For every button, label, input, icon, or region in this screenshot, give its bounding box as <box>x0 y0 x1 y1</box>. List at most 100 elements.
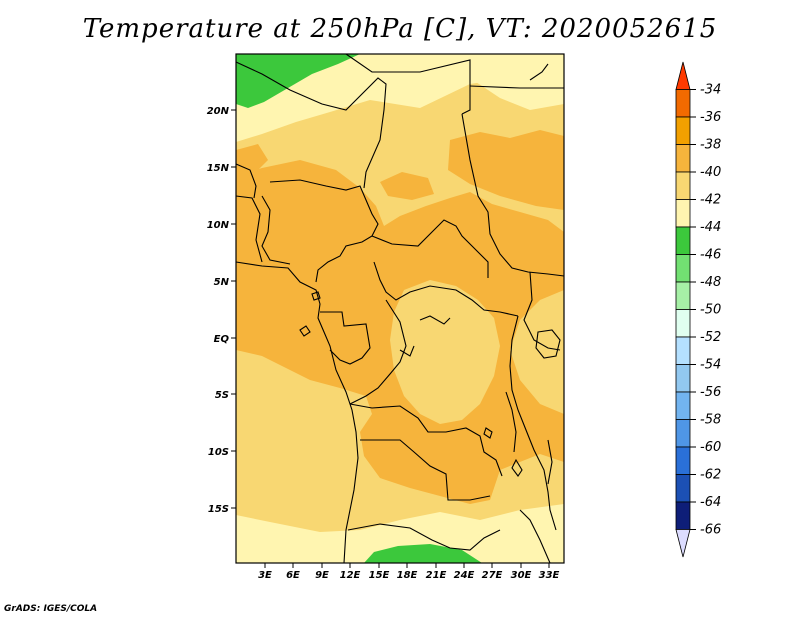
colorbar-label: -40 <box>700 165 721 180</box>
contour-minus44-northwest <box>236 54 360 108</box>
border-coastline-west <box>235 261 359 564</box>
lat-tick-10s: 10S <box>208 447 236 458</box>
colorbar-swatch-7 <box>675 254 691 283</box>
border-congo-river-1 <box>419 315 451 325</box>
lon-label-21e: 21E <box>426 570 447 581</box>
border-red-sea-coast <box>529 63 549 81</box>
colorbar-swatch-16 <box>675 501 691 530</box>
contour-minus38-nw-patch <box>236 144 268 178</box>
colorbar-label: -50 <box>700 303 721 318</box>
colorbar-label: -64 <box>700 495 721 510</box>
colorbar-label: -46 <box>700 248 721 263</box>
border-sahara-north <box>235 61 387 189</box>
contour-minus38-central-hole <box>390 280 500 424</box>
grads-credit: GrADS: IGES/COLA <box>4 604 98 614</box>
colorbar-swatch-6 <box>675 226 691 255</box>
colorbar-label: -54 <box>700 358 721 373</box>
map-frame <box>235 53 565 564</box>
lat-tick-15n: 15N <box>207 163 236 174</box>
lat-tick-5s: 5S <box>215 390 236 401</box>
colorbar-label: -36 <box>700 110 721 125</box>
lon-label-15e: 15E <box>369 570 390 581</box>
lon-label-12e: 12E <box>340 570 361 581</box>
lat-tick-15s: 15S <box>208 504 236 515</box>
lon-tick-9e: 9E <box>315 563 329 581</box>
colorbar-swatch-3 <box>675 144 691 173</box>
lon-label-6e: 6E <box>286 570 300 581</box>
colorbar-swatch-17 <box>675 529 691 558</box>
lon-tick-21e: 21E <box>426 563 447 581</box>
colorbar-swatch-14 <box>675 446 691 475</box>
lat-label-15n: 15N <box>207 163 230 174</box>
lat-label-10n: 10N <box>207 220 230 231</box>
lon-label-27e: 27E <box>482 570 503 581</box>
contour-minus38-east <box>448 130 564 210</box>
lon-tick-12e: 12E <box>340 563 361 581</box>
lat-tick-20n: 20N <box>207 106 236 117</box>
lon-tick-24e: 24E <box>454 563 475 581</box>
colorbar-label: -60 <box>700 440 721 455</box>
map-title: Temperature at 250hPa [C], VT: 202005261… <box>82 14 718 44</box>
border-west-1 <box>235 195 263 263</box>
colorbar-swatch-12 <box>675 391 691 420</box>
border-libya-chad <box>345 53 471 115</box>
latitude-axis: 20N 15N 10N 5N EQ 5S 10S 15S <box>207 106 236 515</box>
border-sudan-egypt <box>469 85 564 89</box>
colorbar-swatch-8 <box>675 281 691 310</box>
border-congo-river-2 <box>399 345 415 357</box>
lon-tick-3e: 3E <box>258 563 272 581</box>
border-congo-drc <box>349 299 407 405</box>
lat-label-5n: 5N <box>214 277 230 288</box>
border-great-lakes <box>509 315 557 531</box>
colorbar-swatch-13 <box>675 419 691 448</box>
lon-tick-30e: 30E <box>511 563 532 581</box>
lat-label-eq: EQ <box>214 334 230 345</box>
border-car-north <box>371 219 489 278</box>
colorbar-label: -62 <box>700 468 721 483</box>
country-borders <box>235 53 565 564</box>
colorbar: -34 -36 -38 -40 -42 -44 -46 -48 -50 -52 -54 -56 -58 -… <box>675 61 721 558</box>
border-lake-chad-region <box>269 179 379 283</box>
lon-tick-15e: 15E <box>369 563 390 581</box>
lat-tick-eq: EQ <box>214 334 236 345</box>
border-namibia <box>347 523 501 551</box>
border-lake-volta-area <box>299 325 311 337</box>
colorbar-label: -34 <box>700 83 721 98</box>
border-gabon <box>320 311 371 365</box>
border-angola-zambia <box>360 439 491 501</box>
contour-minus42-south <box>236 504 564 563</box>
colorbar-swatch-1 <box>675 89 691 118</box>
colorbar-label: -44 <box>700 220 721 235</box>
lat-label-5s: 5S <box>215 390 229 401</box>
border-drc-lake-3 <box>483 427 493 439</box>
lon-label-9e: 9E <box>315 570 329 581</box>
colorbar-swatch-11 <box>675 364 691 393</box>
lon-label-18e: 18E <box>397 570 418 581</box>
lat-label-10s: 10S <box>208 447 229 458</box>
border-lake-victoria <box>535 329 561 359</box>
colorbar-swatch-4 <box>675 171 691 200</box>
border-bioko <box>311 291 321 301</box>
colorbar-label: -42 <box>700 193 721 208</box>
border-car-south <box>373 261 519 317</box>
border-chad-sudan <box>461 113 565 277</box>
colorbar-swatch-10 <box>675 336 691 365</box>
colorbar-swatch-2 <box>675 116 691 145</box>
colorbar-label: -56 <box>700 385 721 400</box>
colorbar-label: -66 <box>700 523 721 538</box>
colorbar-label: -58 <box>700 413 721 428</box>
border-nigeria-cameroon <box>261 195 291 265</box>
border-drc-angola <box>349 403 503 477</box>
contour-minus42-north <box>236 54 564 142</box>
longitude-axis: 3E 6E 9E 12E 15E 18E 21E 24E 27E 30E 33E <box>258 563 560 581</box>
lon-tick-27e: 27E <box>482 563 503 581</box>
colorbar-swatch-0 <box>675 61 691 90</box>
contour-minus38-central-north <box>380 172 434 200</box>
lon-tick-6e: 6E <box>286 563 300 581</box>
colorbar-swatch-9 <box>675 309 691 338</box>
contour-minus38-south-lobe <box>384 438 486 492</box>
colorbar-swatch-15 <box>675 474 691 503</box>
lon-tick-18e: 18E <box>397 563 418 581</box>
lat-label-15s: 15S <box>208 504 229 515</box>
